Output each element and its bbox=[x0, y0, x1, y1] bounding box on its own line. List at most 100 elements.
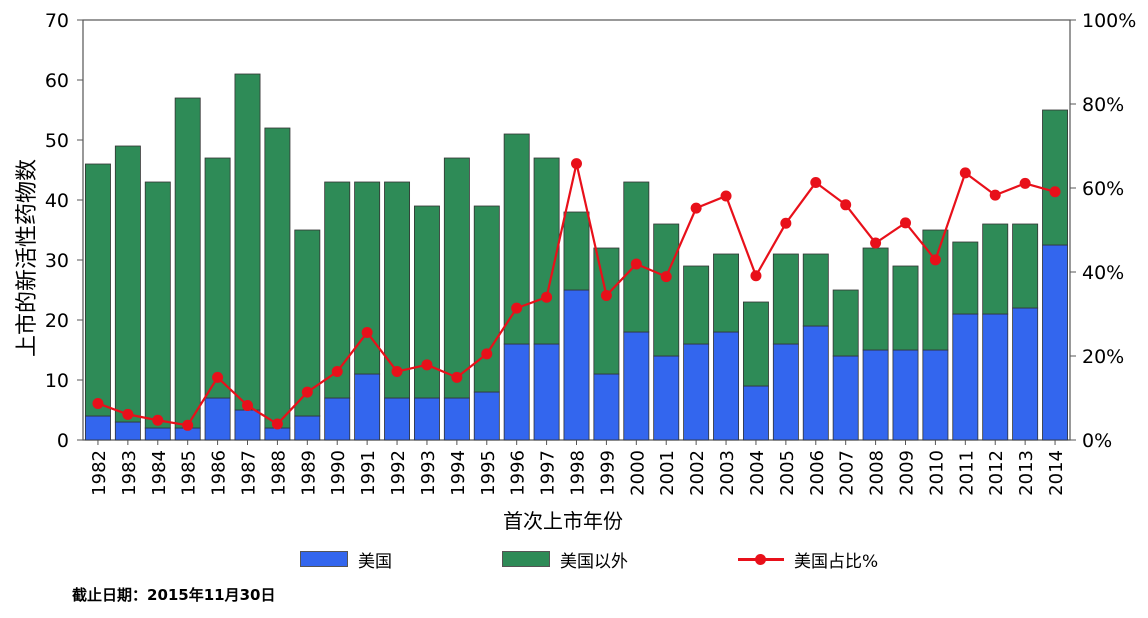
bar-non-us-2003 bbox=[713, 253, 740, 333]
x-tick-label: 2010 bbox=[926, 450, 947, 496]
bar-us-2009 bbox=[892, 349, 919, 441]
x-tick-label: 1985 bbox=[179, 450, 200, 496]
bar-non-us-1999 bbox=[593, 247, 620, 375]
us-share-point-1995 bbox=[481, 348, 493, 360]
bar-us-1992 bbox=[384, 397, 411, 441]
bar-non-us-1983 bbox=[114, 145, 141, 423]
x-tick-label: 2008 bbox=[867, 450, 888, 496]
x-tick-label: 2006 bbox=[807, 450, 828, 496]
y-axis-right-ticks: 0% 20% 40% 60% 80% 100% bbox=[1070, 10, 1136, 452]
x-tick-label: 1995 bbox=[478, 450, 499, 496]
x-tick-label: 1994 bbox=[448, 450, 469, 496]
us-share-point-1989 bbox=[301, 386, 313, 398]
bar-non-us-2014 bbox=[1042, 109, 1069, 246]
us-share-point-2007 bbox=[840, 199, 852, 211]
x-tick-label: 1997 bbox=[538, 450, 559, 496]
x-tick-label: 1993 bbox=[418, 450, 439, 496]
us-share-point-1986 bbox=[212, 371, 224, 383]
x-tick-label: 2002 bbox=[687, 450, 708, 496]
us-share-point-2010 bbox=[929, 254, 941, 266]
legend-item-us: 美国 bbox=[300, 546, 392, 572]
us-share-point-2012 bbox=[989, 189, 1001, 201]
series-non-us-bars bbox=[84, 73, 1069, 429]
x-tick-label: 1998 bbox=[568, 450, 589, 496]
us-share-point-1997 bbox=[541, 291, 553, 303]
bar-us-2012 bbox=[982, 313, 1009, 441]
bar-non-us-1987 bbox=[234, 73, 261, 411]
us-share-point-1982 bbox=[92, 397, 104, 409]
us-share-point-2009 bbox=[900, 217, 911, 229]
bar-us-1993 bbox=[413, 397, 440, 441]
bar-us-2005 bbox=[772, 343, 799, 441]
bar-us-2010 bbox=[922, 349, 949, 441]
bar-us-2003 bbox=[713, 331, 740, 441]
x-tick-label: 1986 bbox=[209, 450, 230, 496]
us-share-point-1988 bbox=[271, 418, 283, 430]
bar-us-1988 bbox=[264, 427, 291, 441]
bar-us-1986 bbox=[204, 397, 231, 441]
bar-us-1997 bbox=[533, 343, 560, 441]
bar-us-1999 bbox=[593, 373, 620, 441]
bar-us-2014 bbox=[1042, 244, 1069, 441]
y-tick-label: 70 bbox=[45, 10, 69, 32]
us-share-point-2002 bbox=[690, 202, 702, 214]
legend-label-us: 美国 bbox=[358, 551, 392, 572]
bar-non-us-2013 bbox=[1012, 223, 1039, 309]
us-share-point-2001 bbox=[660, 271, 672, 283]
bar-non-us-1985 bbox=[174, 97, 201, 429]
y-tick-label: 10 bbox=[45, 370, 69, 392]
bar-us-2013 bbox=[1012, 307, 1039, 441]
us-share-point-2011 bbox=[959, 167, 971, 179]
x-tick-label: 2011 bbox=[956, 450, 977, 496]
x-tick-label: 1987 bbox=[239, 450, 260, 496]
x-tick-label: 1996 bbox=[508, 450, 529, 496]
bar-non-us-1995 bbox=[473, 205, 500, 393]
bar-us-1982 bbox=[84, 415, 111, 441]
us-share-point-2003 bbox=[720, 190, 732, 202]
legend-swatch-non-us bbox=[502, 551, 550, 567]
bar-non-us-2012 bbox=[982, 223, 1009, 315]
x-tick-label: 1999 bbox=[597, 450, 618, 496]
y-axis-left-ticks: 0 10 20 30 40 50 60 70 bbox=[45, 10, 83, 452]
bar-us-1991 bbox=[354, 373, 381, 441]
us-share-point-1985 bbox=[182, 419, 194, 431]
y2-tick-label: 0% bbox=[1082, 430, 1112, 452]
x-tick-label: 1984 bbox=[149, 450, 170, 496]
bar-non-us-2002 bbox=[683, 265, 710, 345]
y2-tick-label: 80% bbox=[1082, 94, 1124, 116]
series-us-share-line bbox=[92, 158, 1061, 431]
us-share-point-1983 bbox=[122, 408, 134, 420]
bar-non-us-1990 bbox=[324, 181, 351, 399]
bar-non-us-1994 bbox=[443, 157, 470, 399]
bar-non-us-2005 bbox=[772, 253, 799, 345]
y2-tick-label: 100% bbox=[1082, 10, 1136, 32]
bar-us-2000 bbox=[623, 331, 650, 441]
us-share-point-1998 bbox=[571, 158, 582, 170]
y-tick-label: 50 bbox=[45, 130, 69, 152]
bar-us-2006 bbox=[802, 325, 829, 441]
us-share-point-1994 bbox=[451, 371, 463, 383]
y-tick-label: 30 bbox=[45, 250, 69, 272]
bar-us-1995 bbox=[473, 391, 500, 441]
y-tick-label: 0 bbox=[57, 430, 69, 452]
bar-non-us-1986 bbox=[204, 157, 231, 399]
y2-tick-label: 40% bbox=[1082, 262, 1124, 284]
x-tick-label: 1982 bbox=[89, 450, 110, 496]
us-share-point-1992 bbox=[391, 366, 403, 378]
legend-label-non-us: 美国以外 bbox=[560, 551, 628, 572]
bar-non-us-2006 bbox=[802, 253, 829, 327]
y-tick-label: 20 bbox=[45, 310, 69, 332]
bar-us-1998 bbox=[563, 289, 590, 441]
legend-label-us-share: 美国占比% bbox=[794, 551, 879, 572]
bar-us-1984 bbox=[144, 427, 171, 441]
y-tick-label: 40 bbox=[45, 190, 69, 212]
x-tick-label: 2004 bbox=[747, 450, 768, 496]
us-share-point-2008 bbox=[870, 237, 882, 249]
y2-tick-label: 20% bbox=[1082, 346, 1124, 368]
us-share-point-2013 bbox=[1019, 177, 1031, 189]
us-share-point-1984 bbox=[152, 414, 164, 426]
x-tick-label: 2012 bbox=[986, 450, 1007, 496]
bar-us-2007 bbox=[832, 355, 859, 441]
x-tick-label: 2000 bbox=[627, 450, 648, 496]
bar-non-us-2001 bbox=[653, 223, 680, 357]
